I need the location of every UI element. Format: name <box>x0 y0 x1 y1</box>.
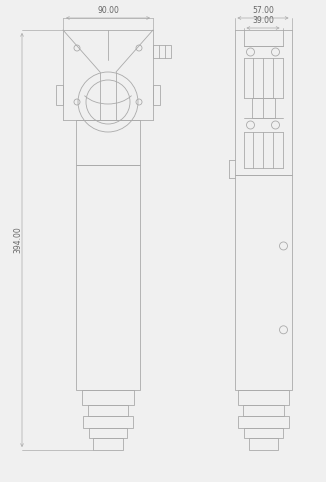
Bar <box>83 416 133 428</box>
Bar <box>88 405 128 416</box>
Bar <box>153 85 160 105</box>
Bar <box>251 98 274 118</box>
Bar <box>248 438 277 450</box>
Bar <box>243 405 284 416</box>
Bar <box>244 428 283 438</box>
Bar <box>153 45 171 58</box>
Bar <box>93 438 123 450</box>
Bar <box>76 120 140 165</box>
Bar <box>238 390 289 405</box>
Bar <box>56 85 63 105</box>
Text: 57.00: 57.00 <box>252 6 274 15</box>
Text: 90.00: 90.00 <box>97 6 119 15</box>
Bar <box>76 165 140 390</box>
Text: 39.00: 39.00 <box>252 16 274 25</box>
Bar <box>89 428 127 438</box>
Text: 394.00: 394.00 <box>13 227 22 254</box>
Bar <box>82 390 134 405</box>
Bar <box>238 416 289 428</box>
Bar <box>234 175 291 390</box>
